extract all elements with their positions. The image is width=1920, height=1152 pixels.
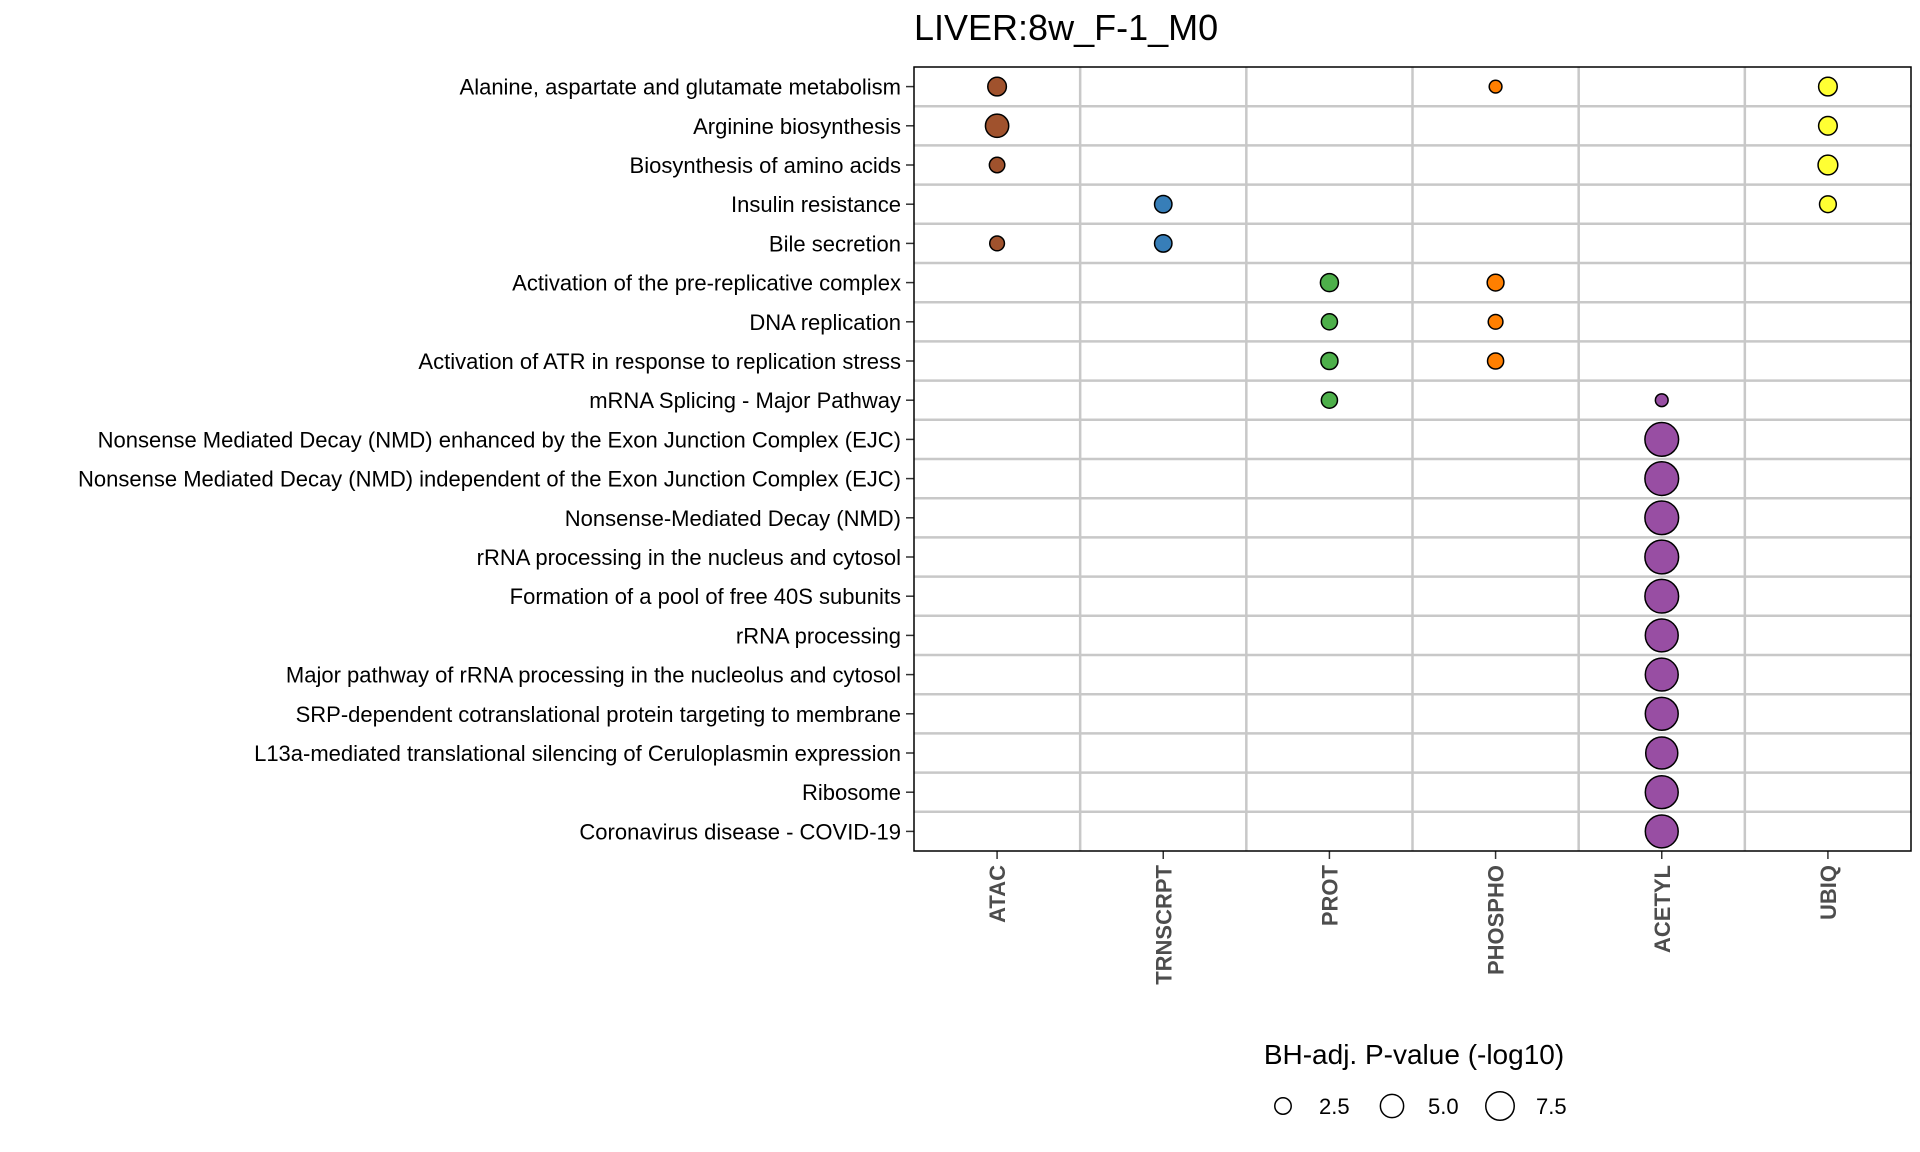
y-tick-label: Alanine, aspartate and glutamate metabol…: [460, 75, 901, 100]
x-tick-label: TRNSCRPT: [1151, 864, 1176, 984]
data-point: [1817, 154, 1839, 176]
x-tick-label: ATAC: [985, 865, 1010, 923]
data-point: [1644, 696, 1679, 731]
data-point: [1487, 313, 1504, 330]
legend-items: 2.5 5.0 7.5: [1274, 1091, 1567, 1121]
y-tick-label: Nonsense Mediated Decay (NMD) enhanced b…: [98, 427, 901, 452]
data-point: [1644, 814, 1679, 849]
y-tick-label: Activation of the pre-replicative comple…: [512, 271, 901, 296]
x-tick-label: UBIQ: [1816, 865, 1841, 920]
data-point: [1320, 351, 1339, 371]
y-tick-label: Major pathway of rRNA processing in the …: [286, 663, 901, 688]
data-point: [1818, 195, 1838, 214]
y-tick-label: Arginine biosynthesis: [693, 114, 901, 139]
data-point: [1644, 657, 1679, 692]
data-point: [1644, 539, 1680, 575]
y-tick-label: Bile secretion: [769, 231, 901, 256]
x-tick-label: ACETYL: [1650, 865, 1675, 953]
y-tick-label: L13a-mediated translational silencing of…: [254, 741, 901, 766]
data-point: [984, 113, 1010, 139]
panel-border: [913, 66, 1912, 852]
data-point: [1153, 233, 1173, 253]
data-point: [1320, 312, 1339, 331]
data-point: [1644, 618, 1679, 653]
data-point: [1654, 393, 1669, 408]
y-tick-label: mRNA Splicing - Major Pathway: [589, 388, 901, 413]
legend-label: 2.5: [1319, 1094, 1350, 1119]
x-axis-labels: ATAC TRNSCRPT PROT PHOSPHO ACETYL UBIQ: [985, 851, 1841, 985]
data-point: [1486, 352, 1505, 370]
x-tick-label: PHOSPHO: [1484, 865, 1509, 975]
data-point: [1644, 500, 1680, 536]
grid: [914, 67, 1911, 851]
y-tick-label: Ribosome: [802, 780, 901, 805]
data-point: [988, 235, 1006, 252]
data-point: [1817, 76, 1838, 97]
y-tick-label: Activation of ATR in response to replica…: [418, 349, 901, 374]
data-point: [1644, 461, 1680, 497]
data-point: [1817, 115, 1838, 136]
y-tick-label: Nonsense-Mediated Decay (NMD): [565, 506, 901, 531]
y-tick-label: Coronavirus disease - COVID-19: [579, 819, 901, 844]
y-tick-label: Formation of a pool of free 40S subunits: [510, 584, 901, 609]
y-tick-label: Biosynthesis of amino acids: [630, 153, 901, 178]
y-tick-label: DNA replication: [749, 310, 901, 335]
size-legend: BH-adj. P-value (-log10) 2.5 5.0 7.5: [1264, 1039, 1567, 1121]
y-tick-label: Insulin resistance: [731, 192, 901, 217]
y-axis-labels: Alanine, aspartate and glutamate metabol…: [78, 75, 914, 844]
y-tick-label: SRP-dependent cotranslational protein ta…: [296, 702, 901, 727]
legend-title: BH-adj. P-value (-log10): [1264, 1039, 1564, 1070]
chart-title: LIVER:8w_F-1_M0: [914, 7, 1218, 48]
data-point: [1644, 578, 1680, 614]
y-tick-label: rRNA processing: [736, 623, 901, 648]
data-point: [1488, 79, 1503, 94]
data-point: [1644, 736, 1679, 770]
legend-label: 7.5: [1536, 1094, 1567, 1119]
data-point: [1320, 391, 1339, 410]
data-point: [1644, 775, 1679, 810]
data-point: [988, 156, 1006, 174]
data-point: [1319, 272, 1340, 293]
y-tick-label: Nonsense Mediated Decay (NMD) independen…: [78, 467, 901, 492]
legend-key: [1485, 1091, 1515, 1121]
legend-label: 5.0: [1428, 1094, 1459, 1119]
y-tick-label: rRNA processing in the nucleus and cytos…: [477, 545, 901, 570]
x-tick-label: PROT: [1317, 864, 1342, 926]
data-point: [1644, 421, 1680, 457]
legend-key: [1274, 1097, 1292, 1115]
data-point: [1153, 194, 1173, 214]
legend-key: [1379, 1093, 1405, 1119]
data-point: [987, 76, 1008, 97]
data-point: [1486, 273, 1505, 292]
data-points: [984, 76, 1839, 849]
